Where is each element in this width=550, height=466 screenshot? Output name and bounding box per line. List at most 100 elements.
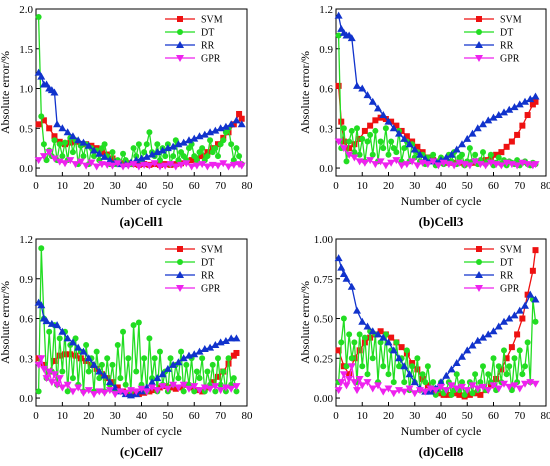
- data-point-rr: [200, 130, 209, 138]
- data-point-gpr: [337, 379, 346, 387]
- data-point-dt: [56, 335, 63, 342]
- data-point-gpr: [79, 389, 88, 397]
- data-point-dt: [448, 391, 455, 398]
- data-point-dt: [183, 361, 190, 368]
- data-point-rr: [368, 97, 377, 105]
- x-tick-label: 70: [215, 180, 227, 192]
- data-point-gpr: [350, 379, 359, 387]
- data-point-rr: [526, 290, 535, 298]
- data-point-gpr: [63, 381, 72, 389]
- data-point-svm: [398, 344, 405, 351]
- data-point-gpr: [232, 383, 241, 391]
- data-point-dt: [343, 363, 350, 370]
- data-point-dt: [120, 328, 127, 335]
- data-point-rr: [452, 359, 461, 367]
- data-point-svm: [238, 115, 245, 122]
- data-point-gpr: [345, 151, 354, 159]
- data-point-dt: [388, 138, 395, 145]
- data-point-dt: [172, 137, 179, 144]
- data-point-rr: [158, 370, 167, 378]
- data-point-gpr: [237, 162, 246, 170]
- x-tick-label: 60: [189, 410, 201, 422]
- series-dt: [35, 13, 245, 168]
- data-point-dt: [359, 135, 366, 142]
- data-point-dt: [193, 157, 200, 164]
- data-point-gpr: [345, 375, 354, 383]
- data-point-svm: [519, 315, 526, 322]
- legend-marker-dt: [177, 259, 183, 265]
- data-point-gpr: [100, 389, 109, 397]
- x-tick-label: 30: [409, 410, 421, 422]
- data-point-rr: [463, 134, 472, 142]
- data-point-dt: [480, 149, 486, 156]
- data-point-rr: [468, 341, 477, 349]
- x-tick-label: 20: [383, 180, 395, 192]
- data-point-svm: [409, 360, 416, 367]
- data-point-gpr: [45, 149, 54, 157]
- data-point-gpr: [400, 388, 409, 396]
- data-point-dt: [356, 151, 363, 158]
- y-tick-label: 0.00: [314, 393, 334, 405]
- data-point-gpr: [121, 389, 130, 397]
- data-point-svm: [514, 131, 521, 138]
- data-point-rr: [368, 327, 377, 335]
- data-point-dt: [430, 379, 437, 386]
- series-gpr: [34, 355, 241, 399]
- x-tick-label: 40: [436, 180, 448, 192]
- data-point-rr: [489, 327, 498, 335]
- data-point-rr: [400, 362, 409, 370]
- y-tick-label: 1.5: [19, 44, 33, 56]
- data-point-rr: [334, 254, 343, 262]
- data-point-rr: [148, 378, 157, 386]
- data-point-dt: [212, 145, 219, 152]
- data-point-rr: [37, 72, 46, 80]
- data-point-dt: [459, 151, 465, 158]
- data-point-rr: [90, 360, 99, 368]
- data-point-rr: [531, 295, 540, 303]
- data-point-gpr: [184, 385, 193, 393]
- data-point-svm: [393, 122, 400, 129]
- data-point-rr: [90, 146, 99, 154]
- data-point-gpr: [190, 383, 199, 391]
- data-point-gpr: [347, 363, 356, 371]
- data-point-gpr: [413, 162, 422, 170]
- data-point-svm: [524, 112, 531, 119]
- data-point-rr: [79, 138, 88, 146]
- data-point-gpr: [489, 382, 498, 390]
- data-point-dt: [233, 388, 240, 395]
- data-point-rr: [484, 330, 493, 338]
- data-point-gpr: [463, 387, 472, 395]
- data-point-rr: [95, 367, 104, 375]
- data-point-svm: [435, 390, 442, 397]
- x-tick-label: 20: [83, 180, 95, 192]
- data-point-dt: [472, 151, 479, 158]
- data-point-gpr: [437, 383, 445, 391]
- data-point-dt: [503, 371, 510, 378]
- x-tick-label: 60: [488, 180, 500, 192]
- data-point-dt: [214, 355, 221, 362]
- data-point-gpr: [111, 391, 120, 399]
- data-point-rr: [363, 91, 372, 99]
- data-point-gpr: [371, 161, 380, 169]
- data-point-dt: [372, 127, 379, 134]
- panel-caption: (d)Cell8: [419, 444, 464, 459]
- data-point-gpr: [153, 387, 162, 395]
- data-point-svm: [109, 155, 116, 162]
- x-tick-label: 20: [83, 410, 95, 422]
- data-point-rr: [37, 301, 46, 309]
- data-point-dt: [466, 145, 473, 152]
- series-line-dt: [37, 248, 238, 392]
- legend-label-rr: RR: [201, 271, 215, 282]
- data-point-dt: [51, 137, 58, 144]
- data-point-gpr: [129, 161, 138, 169]
- legend-marker-dt: [177, 29, 183, 35]
- data-point-dt: [220, 137, 227, 144]
- panel-caption: (c)Cell7: [120, 444, 164, 459]
- data-point-dt: [96, 375, 103, 382]
- data-point-svm: [524, 291, 531, 298]
- data-point-dt: [380, 145, 387, 152]
- data-point-dt: [146, 129, 153, 136]
- data-point-gpr: [203, 163, 212, 171]
- data-point-gpr: [224, 163, 233, 171]
- legend-label-svm: SVM: [500, 245, 522, 256]
